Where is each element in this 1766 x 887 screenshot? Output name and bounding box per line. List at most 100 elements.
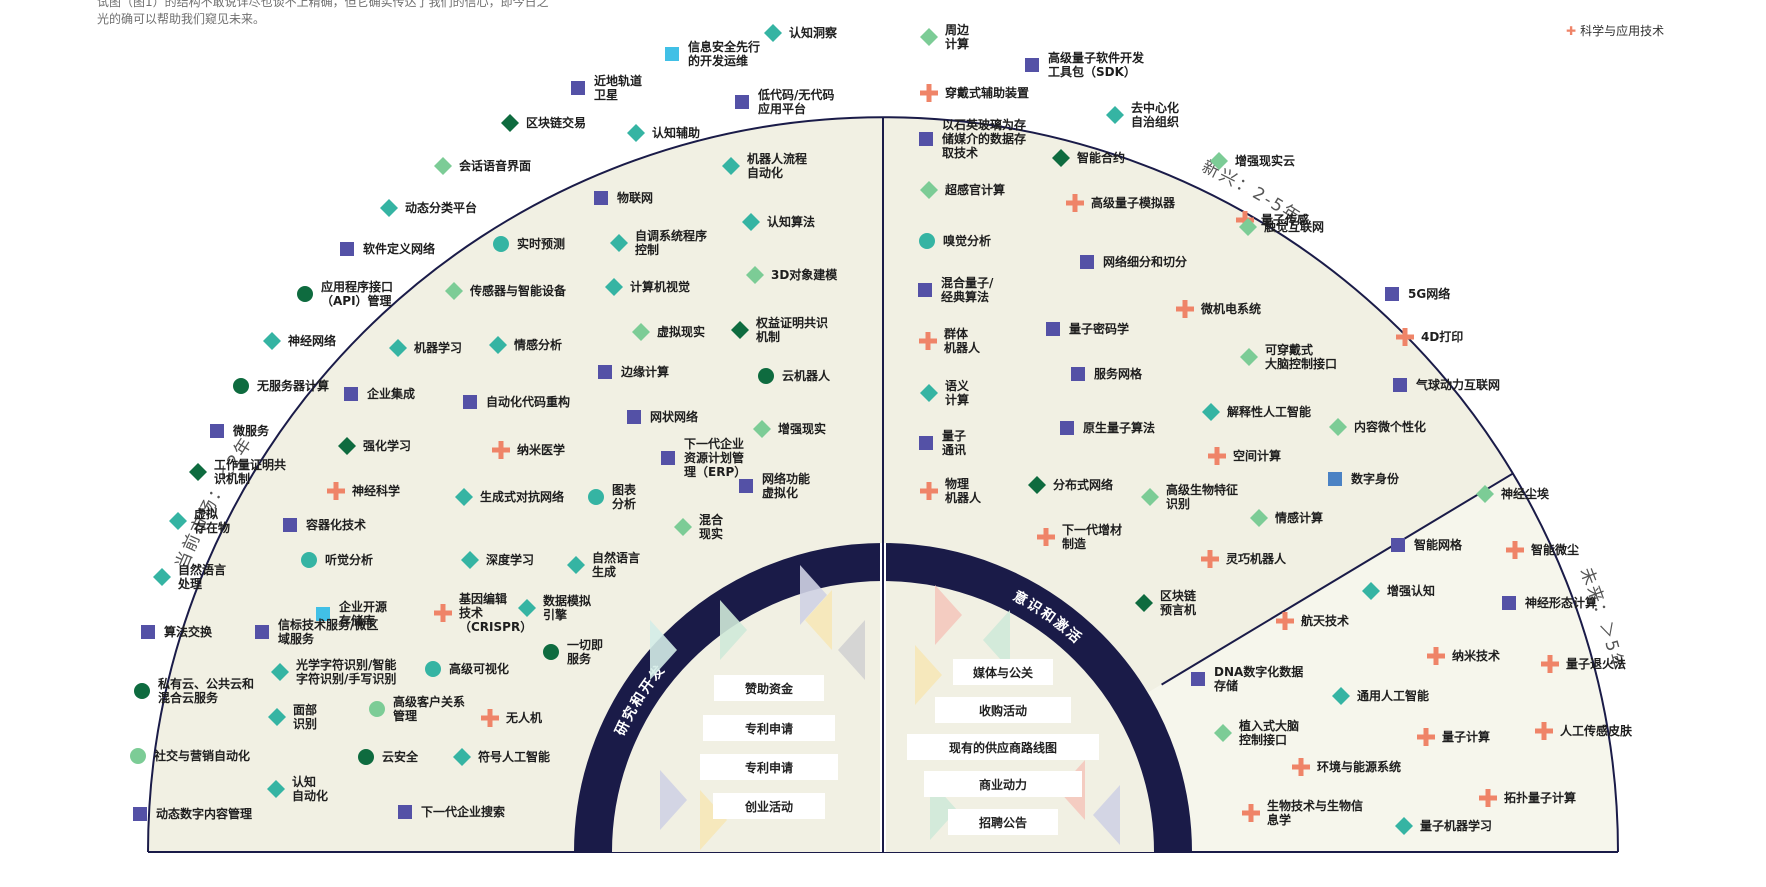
emerging-item-label: 分布式网络: [1053, 477, 1113, 492]
dark-diamond-icon: [1052, 149, 1070, 167]
decor-triangle: [700, 790, 727, 850]
decor-triangle: [983, 610, 1010, 670]
current-item: 私有云、公共云和混合云服务: [134, 676, 254, 705]
plus-icon: [1201, 550, 1219, 568]
decor-triangle: [660, 770, 687, 830]
emerging-item: 气球动力互联网: [1393, 377, 1500, 392]
awareness-button[interactable]: 招聘公告: [948, 809, 1058, 835]
emerging-item: 量子通讯: [919, 429, 966, 457]
future-item-label: 纳米技术: [1452, 648, 1500, 663]
emerging-item-label: 区块链预言机: [1160, 588, 1197, 617]
dark-diamond-icon: [189, 463, 207, 481]
plus-icon: ✚: [1566, 24, 1577, 38]
future-item: 生物技术与生物信息学: [1242, 798, 1363, 827]
emerging-item: 量子密码学: [1046, 321, 1129, 336]
emerging-item-label: 高级生物特征识别: [1166, 482, 1238, 511]
rd-button-label: 专利申请: [745, 760, 793, 775]
current-item-label: 自动化代码重构: [486, 394, 570, 409]
awareness-button-bg: [935, 697, 1071, 723]
future-item: 植入式大脑控制接口: [1214, 718, 1299, 747]
emerging-item: 去中心化自治组织: [1106, 100, 1179, 129]
plus-icon: [1292, 758, 1310, 776]
emerging-item-label: 嗅觉分析: [943, 233, 991, 248]
current-item-label: 云安全: [382, 749, 419, 764]
emerging-item-label: 量子传感: [1261, 212, 1309, 227]
current-item-label: 社交与营销自动化: [153, 748, 250, 763]
teal-diamond-icon: [610, 234, 628, 252]
current-item: 认知洞察: [764, 24, 838, 42]
plus-icon: [327, 482, 345, 500]
teal-circle-icon: [588, 489, 604, 505]
teal-diamond-icon: [1332, 687, 1350, 705]
current-item: 区块链交易: [501, 114, 586, 132]
teal-diamond-icon: [764, 24, 782, 42]
current-item-label: 近地轨道卫星: [594, 73, 642, 102]
awareness-button[interactable]: 现有的供应商路线图: [907, 734, 1099, 760]
square-icon: [1391, 538, 1405, 552]
rd-button[interactable]: 专利申请: [703, 715, 835, 741]
current-item-label: 信息安全先行的开发运维: [688, 39, 760, 68]
current-item: 应用程序接口（API）管理: [297, 279, 393, 308]
future-item-label: 量子退火法: [1566, 656, 1626, 671]
current-item-label: 边缘计算: [620, 364, 669, 379]
teal-diamond-icon: [567, 556, 585, 574]
current-item-label: 私有云、公共云和混合云服务: [157, 676, 254, 705]
current-item-label: 3D对象建模: [771, 267, 838, 282]
rd-button-label: 赞助资金: [744, 681, 794, 696]
awareness-button[interactable]: 媒体与公关: [953, 659, 1053, 685]
current-item-label: 深度学习: [486, 552, 534, 567]
teal-diamond-icon: [742, 213, 760, 231]
rd-button-bg: [713, 793, 825, 819]
emerging-item: 分布式网络: [1028, 476, 1113, 494]
emerging-item: 超感官计算: [920, 181, 1005, 199]
teal-diamond-icon: [627, 124, 645, 142]
plus-icon: [1479, 789, 1497, 807]
rd-button[interactable]: 赞助资金: [714, 675, 824, 701]
emerging-item-label: 群体机器人: [943, 326, 981, 355]
square-icon: [1025, 58, 1039, 72]
rd-button[interactable]: 专利申请: [700, 754, 838, 780]
awareness-button[interactable]: 收购活动: [935, 697, 1071, 723]
blue-square-icon: [1328, 472, 1342, 486]
square-icon: [255, 625, 269, 639]
decor-triangle: [805, 590, 832, 650]
current-item: 传感器与智能设备: [445, 282, 567, 300]
emerging-item: 网络细分和切分: [1080, 254, 1187, 269]
emerging-item-label: 去中心化自治组织: [1131, 100, 1179, 129]
plus-icon: [1417, 728, 1435, 746]
emerging-item: 以石英玻璃为存储媒介的数据存取技术: [919, 117, 1026, 160]
light-diamond-icon: [434, 157, 452, 175]
current-item: 无人机: [481, 709, 542, 727]
current-item: 纳米医学: [492, 441, 565, 459]
teal-diamond-icon: [389, 339, 407, 357]
emerging-item-label: 数字身份: [1351, 471, 1400, 486]
awareness-button-bg: [953, 659, 1053, 685]
current-item-label: 基因编辑技术（CRISPR）: [458, 591, 532, 634]
teal-diamond-icon: [268, 708, 286, 726]
current-item-label: 低代码/无代码应用平台: [757, 87, 834, 116]
current-item-label: 应用程序接口（API）管理: [321, 279, 393, 308]
emerging-item-label: 增强现实云: [1235, 153, 1295, 168]
current-item-label: 机器人流程自动化: [747, 151, 807, 180]
intro-text: 试图（图1）的结构不敢说详尽也谈不上精确，但它确实传达了我们的信心，即今日之光的…: [97, 0, 549, 26]
emerging-item-label: 物理机器人: [945, 476, 982, 505]
current-item: 计算机视觉: [605, 278, 690, 296]
current-item: 数据模拟引擎: [518, 593, 591, 622]
rd-button[interactable]: 创业活动: [713, 793, 825, 819]
current-item-label: 信标技术服务/微区域服务: [278, 617, 378, 646]
current-item-label: 混合现实: [699, 512, 724, 541]
square-icon: [739, 479, 753, 493]
legend-science-tech: ✚ 科学与应用技术: [1566, 22, 1664, 39]
light-diamond-icon: [445, 282, 463, 300]
awareness-button-label: 商业动力: [979, 777, 1027, 792]
emerging-item: 解释性人工智能: [1202, 403, 1311, 421]
emerging-item: 下一代增材制造: [1037, 522, 1122, 551]
square-icon: [141, 625, 155, 639]
awareness-button[interactable]: 商业动力: [924, 771, 1082, 797]
teal-diamond-icon: [455, 488, 473, 506]
current-item: 机器学习: [389, 339, 462, 357]
current-item-label: 认知算法: [767, 214, 815, 229]
teal-circle-icon: [493, 236, 509, 252]
dark-circle-icon: [233, 378, 249, 394]
dark-circle-icon: [758, 368, 774, 384]
